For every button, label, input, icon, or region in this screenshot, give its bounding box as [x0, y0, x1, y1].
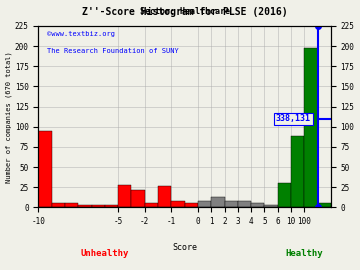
- Bar: [131, 190, 145, 207]
- Title: Z''-Score Histogram for PLSE (2016): Z''-Score Histogram for PLSE (2016): [82, 7, 287, 17]
- Bar: [211, 197, 225, 207]
- Bar: [225, 201, 238, 207]
- Text: The Research Foundation of SUNY: The Research Foundation of SUNY: [47, 48, 179, 54]
- Bar: [39, 131, 52, 207]
- Bar: [118, 185, 131, 207]
- Bar: [91, 205, 105, 207]
- Text: Healthy: Healthy: [285, 249, 323, 258]
- Bar: [158, 186, 171, 207]
- Bar: [278, 183, 291, 207]
- Text: Unhealthy: Unhealthy: [81, 249, 129, 258]
- Bar: [185, 203, 198, 207]
- Bar: [145, 203, 158, 207]
- Bar: [65, 203, 78, 207]
- Bar: [198, 201, 211, 207]
- Bar: [78, 205, 91, 207]
- Bar: [171, 201, 185, 207]
- Y-axis label: Number of companies (670 total): Number of companies (670 total): [5, 51, 12, 183]
- Text: Sector: Healthcare: Sector: Healthcare: [140, 7, 230, 16]
- Text: 338,131: 338,131: [276, 114, 311, 123]
- Bar: [318, 203, 331, 207]
- Bar: [105, 205, 118, 207]
- Bar: [304, 48, 318, 207]
- X-axis label: Score: Score: [172, 243, 197, 252]
- Bar: [291, 136, 304, 207]
- Bar: [251, 203, 264, 207]
- Bar: [238, 201, 251, 207]
- Bar: [52, 203, 65, 207]
- Text: ©www.textbiz.org: ©www.textbiz.org: [47, 31, 115, 38]
- Bar: [264, 205, 278, 207]
